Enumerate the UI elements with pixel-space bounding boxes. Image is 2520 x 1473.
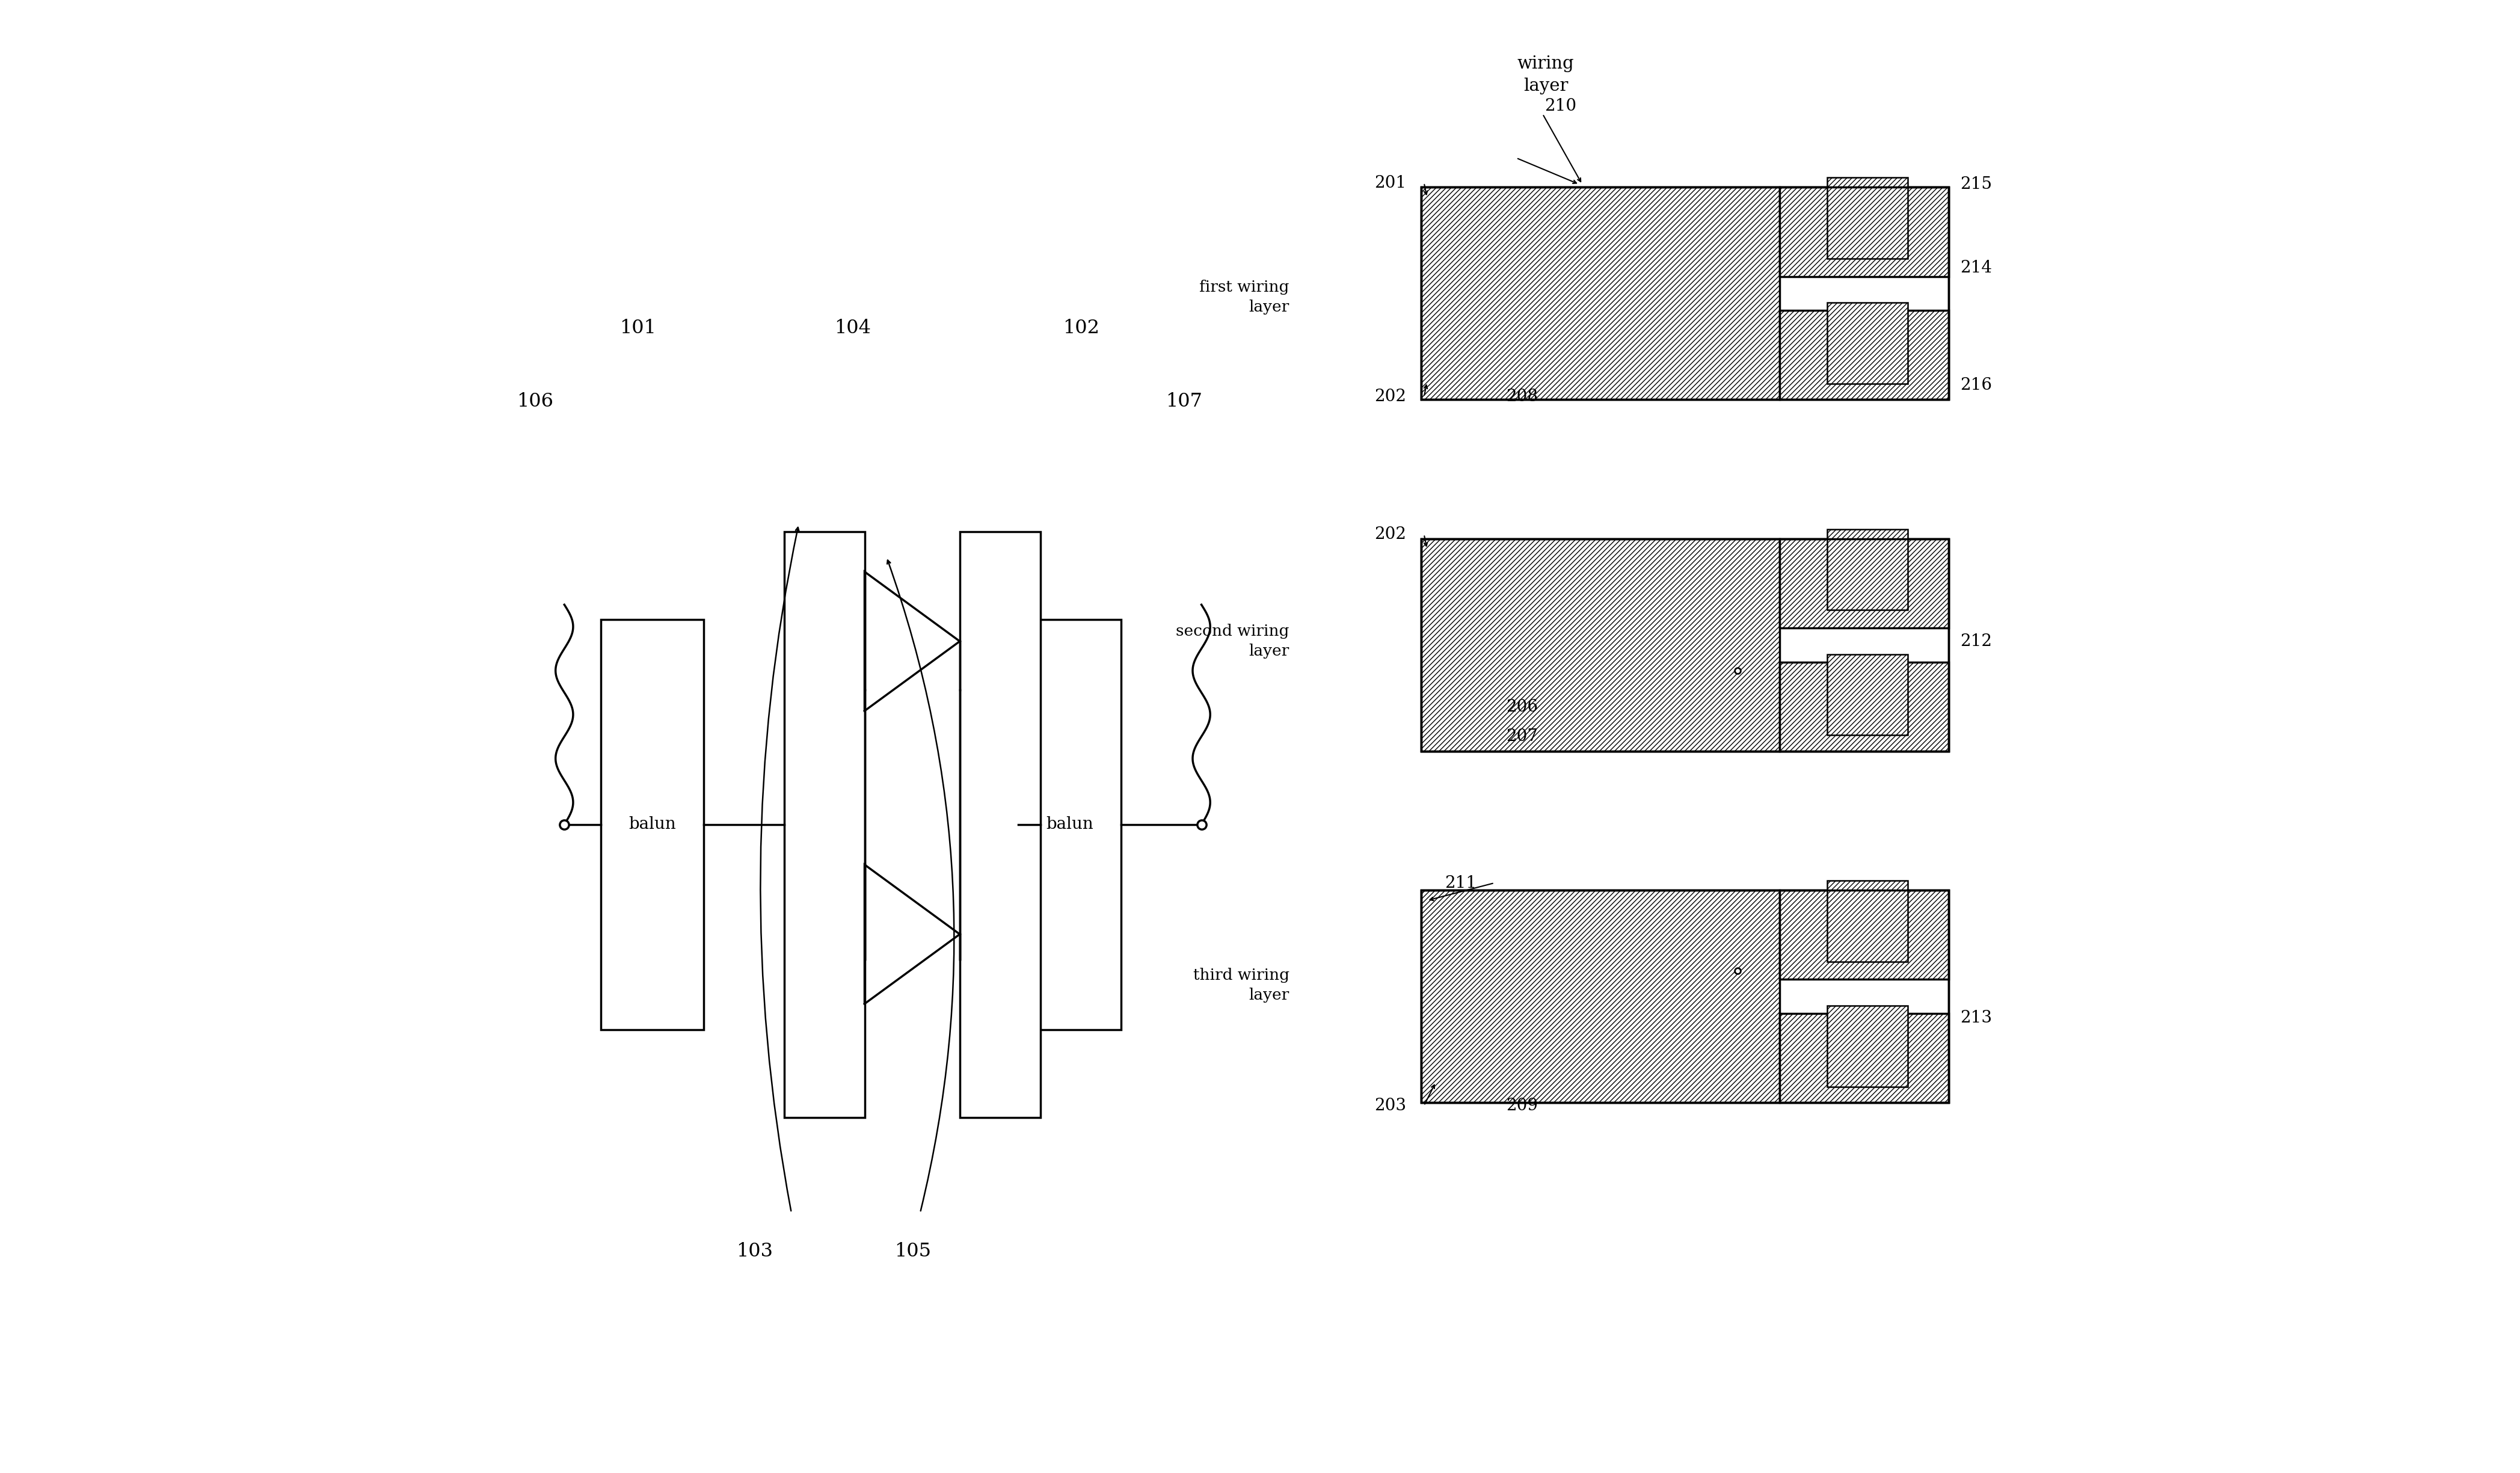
Text: 106: 106 — [517, 392, 554, 411]
Bar — [1421, 187, 1948, 399]
Bar — [1421, 187, 1779, 399]
Bar — [1421, 890, 1948, 1103]
Text: 216: 216 — [1961, 377, 1991, 393]
Text: 214: 214 — [1961, 259, 1991, 275]
Text: balun: balun — [1046, 816, 1094, 832]
Bar — [1421, 187, 1779, 399]
Text: 103: 103 — [736, 1242, 774, 1261]
Text: 105: 105 — [895, 1242, 932, 1261]
Bar — [1421, 890, 1779, 1103]
Bar — [1421, 539, 1779, 751]
Bar — [1827, 881, 1908, 962]
Text: 211: 211 — [1444, 875, 1477, 891]
Text: 209: 209 — [1507, 1097, 1537, 1114]
Text: 207: 207 — [1507, 728, 1537, 745]
Text: 213: 213 — [1961, 1009, 1991, 1025]
Bar — [1421, 187, 1948, 399]
Bar — [1827, 529, 1908, 610]
Bar — [1827, 178, 1908, 259]
Text: 107: 107 — [1164, 392, 1202, 411]
Bar — [1827, 1006, 1908, 1087]
Bar — [1421, 890, 1948, 1103]
Text: 203: 203 — [1373, 1097, 1406, 1114]
Bar — [1421, 890, 1779, 1103]
Bar — [1421, 539, 1948, 751]
Text: 201: 201 — [1373, 175, 1406, 191]
Text: 202: 202 — [1373, 389, 1406, 405]
Text: 212: 212 — [1961, 633, 1991, 650]
Text: first wiring
layer: first wiring layer — [1200, 280, 1290, 315]
Bar — [600, 619, 703, 1030]
Bar — [784, 532, 864, 1118]
Bar — [1018, 619, 1121, 1030]
Text: 215: 215 — [1961, 177, 1991, 193]
Text: wiring
layer: wiring layer — [1517, 56, 1575, 94]
Text: second wiring
layer: second wiring layer — [1177, 625, 1290, 658]
Bar — [1421, 539, 1948, 751]
Text: 208: 208 — [1507, 389, 1537, 405]
Bar — [1779, 1013, 1948, 1103]
Bar — [960, 532, 1041, 1118]
Text: 101: 101 — [620, 320, 655, 337]
Bar — [1779, 661, 1948, 751]
Text: 102: 102 — [1063, 320, 1099, 337]
Bar — [1779, 890, 1948, 980]
Text: balun: balun — [627, 816, 675, 832]
Text: 210: 210 — [1545, 97, 1575, 113]
Bar — [1827, 302, 1908, 383]
Bar — [1779, 187, 1948, 277]
Text: 202: 202 — [1373, 526, 1406, 542]
Bar — [1779, 311, 1948, 399]
Bar — [1421, 539, 1779, 751]
Bar — [1827, 654, 1908, 735]
Bar — [1779, 539, 1948, 627]
Text: third wiring
layer: third wiring layer — [1192, 968, 1290, 1003]
Text: 206: 206 — [1507, 700, 1537, 716]
Text: 104: 104 — [834, 320, 872, 337]
